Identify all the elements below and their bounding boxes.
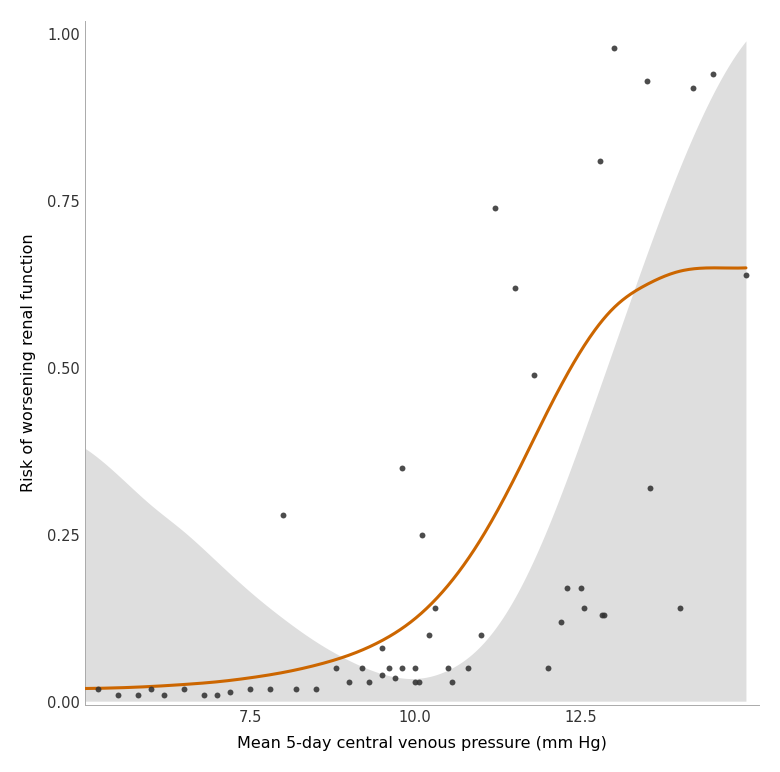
- Point: [475, 629, 488, 642]
- Point: [429, 602, 441, 615]
- Point: [561, 582, 573, 594]
- Point: [92, 682, 105, 695]
- Point: [224, 686, 236, 698]
- Point: [356, 662, 369, 675]
- Point: [442, 662, 455, 675]
- Point: [640, 75, 653, 87]
- Point: [462, 662, 474, 675]
- Point: [739, 269, 752, 281]
- Point: [608, 42, 620, 54]
- Point: [541, 662, 554, 675]
- Point: [131, 689, 144, 701]
- Point: [363, 676, 375, 688]
- Point: [310, 682, 322, 695]
- Point: [409, 676, 421, 688]
- Point: [376, 669, 388, 682]
- Point: [578, 602, 590, 615]
- Point: [488, 201, 501, 214]
- Point: [395, 662, 408, 675]
- Point: [594, 155, 607, 168]
- Point: [644, 482, 656, 494]
- Point: [158, 689, 170, 701]
- Point: [422, 629, 434, 642]
- Point: [112, 689, 124, 701]
- Point: [330, 662, 342, 675]
- Point: [687, 81, 700, 93]
- Point: [264, 682, 276, 695]
- Point: [509, 282, 521, 294]
- Point: [395, 462, 408, 474]
- Point: [383, 662, 395, 675]
- Point: [597, 609, 610, 621]
- Point: [178, 682, 190, 695]
- Point: [416, 529, 428, 541]
- Point: [389, 672, 402, 685]
- Point: [409, 662, 421, 675]
- Point: [528, 368, 541, 381]
- Point: [144, 682, 157, 695]
- Point: [555, 615, 567, 628]
- Point: [343, 676, 356, 688]
- Point: [376, 642, 388, 655]
- Point: [596, 609, 608, 621]
- X-axis label: Mean 5-day central venous pressure (mm Hg): Mean 5-day central venous pressure (mm H…: [237, 736, 607, 751]
- Point: [413, 676, 425, 688]
- Point: [211, 689, 223, 701]
- Point: [197, 689, 210, 701]
- Point: [674, 602, 686, 615]
- Point: [244, 682, 257, 695]
- Point: [445, 676, 458, 688]
- Y-axis label: Risk of worsening renal function: Risk of worsening renal function: [21, 234, 36, 493]
- Point: [277, 509, 289, 521]
- Point: [574, 582, 587, 594]
- Point: [290, 682, 303, 695]
- Point: [707, 68, 719, 80]
